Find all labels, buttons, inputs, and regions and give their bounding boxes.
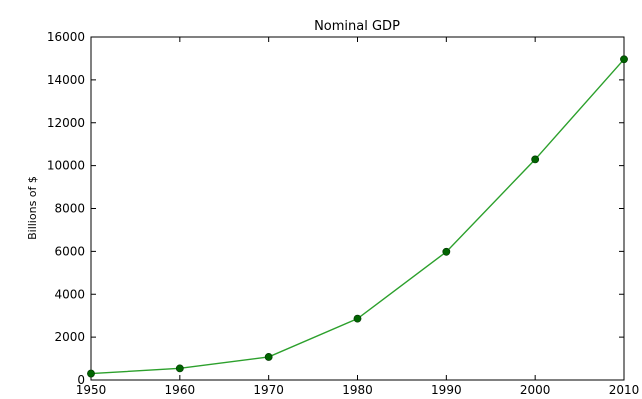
x-tick-label: 1970 bbox=[253, 383, 284, 397]
gdp-series-line bbox=[90, 58, 625, 375]
y-tick-label: 2000 bbox=[54, 330, 85, 344]
plot-area-frame bbox=[90, 36, 625, 381]
y-axis-label: Billions of $ bbox=[26, 176, 39, 240]
gdp-data-point bbox=[175, 364, 184, 373]
series-layer bbox=[87, 55, 628, 378]
x-tick-label: 2000 bbox=[520, 383, 551, 397]
chart-title: Nominal GDP bbox=[314, 19, 400, 34]
y-tick-label: 4000 bbox=[54, 287, 85, 301]
gdp-data-point bbox=[442, 247, 451, 256]
y-tick-label: 12000 bbox=[47, 116, 85, 130]
y-tick-label: 6000 bbox=[54, 244, 85, 258]
x-tick-label: 1990 bbox=[431, 383, 462, 397]
gdp-data-point bbox=[87, 369, 95, 378]
x-tick-label: 2010 bbox=[609, 383, 640, 397]
y-tick-label: 16000 bbox=[47, 30, 85, 44]
gdp-data-point bbox=[264, 353, 273, 361]
x-tick-label: 1960 bbox=[165, 383, 196, 397]
gdp-data-point bbox=[353, 314, 362, 323]
x-tick-label: 1980 bbox=[342, 383, 373, 397]
y-tick-label: 8000 bbox=[54, 202, 85, 216]
y-tick-label: 14000 bbox=[47, 73, 85, 87]
ticks-layer: 0 2000 4000 6000 8000 10000 12000 14000 16000 195… bbox=[47, 30, 639, 397]
gdp-data-point bbox=[531, 155, 540, 164]
y-tick-label: 0 bbox=[77, 373, 85, 387]
gdp-data-point bbox=[620, 55, 628, 64]
x-tick-label: 1950 bbox=[76, 383, 107, 397]
y-tick-label: 10000 bbox=[47, 159, 85, 173]
